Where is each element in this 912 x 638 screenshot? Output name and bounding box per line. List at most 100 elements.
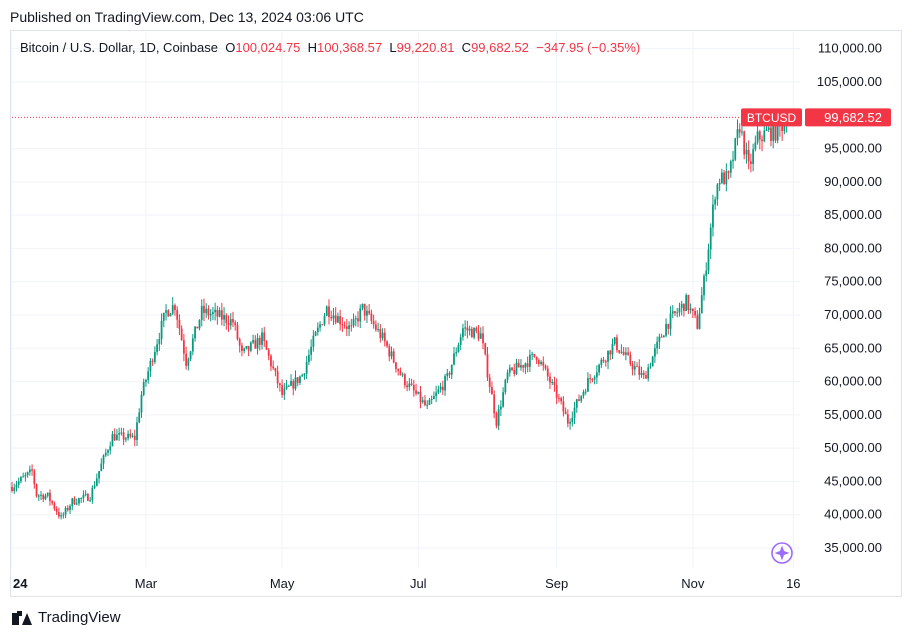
candle [261,328,263,350]
candle [178,314,181,335]
candle-body [227,323,230,326]
candle [459,333,462,350]
candle-body [564,411,567,415]
candle-body [294,377,297,389]
candle-body [627,352,630,355]
price-tick-label: 70,000.00 [824,307,882,322]
candle-body [281,385,284,395]
candle [613,336,616,346]
candle [133,429,136,447]
candle [660,333,663,338]
candle-body [120,432,123,434]
candle [517,359,520,368]
candle [732,150,734,169]
candle-body [272,366,275,369]
candle-body [691,308,694,311]
candle [377,322,379,333]
candle [100,458,103,472]
candle [281,379,284,398]
candle-body [379,328,382,339]
sparkle-icon[interactable] [771,542,793,564]
candle-body [613,337,616,344]
candle-body [457,344,460,353]
candle-body [57,512,60,517]
candle [723,169,726,185]
candle-body [95,478,98,486]
candle [223,307,225,327]
candle [91,485,94,504]
candle [734,137,737,162]
candle-body [109,446,112,451]
ohlc-legend: Bitcoin / U.S. Dollar, 1D, Coinbase O100… [20,40,641,55]
candle-body [549,376,551,383]
candle-body [662,335,665,338]
candle-body [176,310,179,320]
candle [234,320,237,331]
candle-body [667,323,670,329]
candle-body [723,172,726,185]
candle [714,196,717,210]
candle-body [426,404,429,406]
candle [433,391,435,400]
candle [622,346,625,356]
candle [676,307,679,318]
candle [82,490,85,503]
price-tick-label: 80,000.00 [824,240,882,255]
time-axis: 24 Mar May Jul Sep Nov 16 [13,576,801,591]
candle [754,135,757,152]
candle [620,344,623,354]
candle-body [598,364,600,373]
candle-body [100,463,103,472]
candle-body [678,308,681,313]
candle-body [542,361,545,366]
tradingview-brand[interactable]: TradingView [12,609,121,626]
candle [265,340,268,351]
candle-body [89,500,92,502]
candle-body [700,295,703,314]
candle-body [689,308,692,311]
candle-body [486,354,489,378]
candle [457,342,460,353]
candle [578,394,580,402]
candle-body [86,494,89,501]
candle-body [180,328,183,341]
candle-body [640,372,643,375]
candle-body [149,360,152,372]
time-tick-label: Nov [681,576,705,591]
price-tick-label: 45,000.00 [824,473,882,488]
candle [392,348,395,364]
candle [386,340,388,348]
candle-body [401,374,404,376]
candle-body [417,391,420,394]
candle-body [283,388,286,395]
candle [558,393,560,403]
candle [53,501,56,511]
candle [662,334,665,338]
candle-body [209,313,212,316]
candle-body [276,371,279,384]
symbol-tag-bg [741,108,802,127]
candle-body [602,359,605,362]
candle [258,335,261,351]
candle-body [513,369,516,375]
candle-body [307,354,310,362]
candle-body [158,339,161,345]
candle-body [312,335,315,347]
candle-body [44,495,47,500]
candle [426,400,429,410]
candle-body [267,349,270,356]
price-tick-label: 85,000.00 [824,207,882,222]
candle [756,123,759,145]
candle-body [506,372,509,380]
candle-body [243,348,246,351]
candle-body [151,360,154,362]
candle-body [544,365,547,369]
candle [435,385,438,402]
candle-body [709,227,712,250]
candle-body [187,359,190,366]
candle [283,383,286,400]
candle [705,262,708,282]
candle [611,338,614,360]
candle-body [194,326,196,339]
